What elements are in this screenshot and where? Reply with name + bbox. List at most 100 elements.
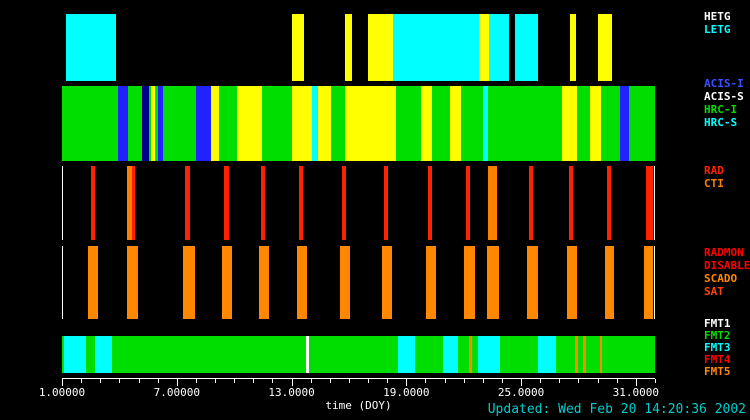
segment-instruments xyxy=(291,86,312,161)
axis-minor-tick xyxy=(482,379,484,383)
band-label: ACIS-S xyxy=(704,90,744,103)
segment-gratings xyxy=(392,14,479,81)
band-label: RAD xyxy=(704,164,724,177)
segment-fmt xyxy=(478,336,501,373)
band-labels-radmon: RADMONDISABLEDSCADOSAT xyxy=(704,246,750,298)
axis-minor-tick xyxy=(578,379,580,383)
axis-tick-label: 13.0000 xyxy=(268,386,315,399)
axis-minor-tick xyxy=(348,379,350,383)
axis-minor-tick xyxy=(597,379,599,383)
segment-radmon xyxy=(426,246,436,319)
segment-radmon xyxy=(126,246,139,319)
axis-tick-label: 25.0000 xyxy=(497,386,545,399)
segment-gratings xyxy=(597,14,612,81)
segment-gratings xyxy=(291,14,304,81)
axis-minor-tick xyxy=(329,379,331,383)
axis-minor-tick xyxy=(540,379,542,383)
segment-rad-cti xyxy=(185,166,190,240)
segment-instruments xyxy=(450,86,461,161)
axis-minor-tick xyxy=(81,379,83,383)
segment-rad-cti xyxy=(529,166,533,240)
band-label: HRC-S xyxy=(704,116,738,129)
segment-radmon xyxy=(340,246,350,319)
segment-instruments xyxy=(318,86,331,161)
segment-radmon xyxy=(527,246,538,319)
band-label: FMT5 xyxy=(704,365,731,378)
segment-instruments xyxy=(482,86,488,161)
segment-instruments xyxy=(619,86,630,161)
band-label: FMT4 xyxy=(704,353,731,366)
band-instruments xyxy=(62,86,655,161)
band-fmt xyxy=(62,336,655,373)
segment-rad-cti xyxy=(428,166,432,240)
band-label: FMT1 xyxy=(704,318,731,330)
segment-instruments xyxy=(195,86,212,161)
band-label: HETG xyxy=(704,10,731,23)
segment-gratings xyxy=(488,14,509,81)
segment-rad-cti xyxy=(488,166,497,240)
segment-radmon xyxy=(222,246,232,319)
segment-instruments xyxy=(311,86,319,161)
band-label: CTI xyxy=(704,177,724,190)
segment-rad-cti xyxy=(126,166,132,240)
segment-radmon xyxy=(297,246,308,319)
segment-fmt xyxy=(63,336,86,373)
segment-radmon xyxy=(567,246,577,319)
axis-major-tick xyxy=(176,379,178,386)
axis-minor-tick xyxy=(234,379,236,383)
axis-minor-tick xyxy=(272,379,274,383)
band-radmon xyxy=(62,246,655,319)
updated-timestamp: Updated: Wed Feb 20 14:20:36 2002 xyxy=(487,402,746,417)
segment-fmt xyxy=(538,336,556,373)
axis-minor-tick xyxy=(616,379,618,383)
segment-fmt xyxy=(599,336,603,373)
axis-major-tick xyxy=(635,379,637,386)
axis-minor-tick xyxy=(655,379,656,383)
axis-minor-tick xyxy=(138,379,140,383)
axis-minor-tick xyxy=(119,379,121,383)
band-label: HRC-I xyxy=(704,103,738,116)
segment-fmt xyxy=(442,336,458,373)
axis-minor-tick xyxy=(195,379,197,383)
segment-rad-cti xyxy=(261,166,266,240)
x-axis-label: time (DOY) xyxy=(325,399,392,412)
segment-gratings xyxy=(515,14,539,81)
band-label: LETG xyxy=(704,23,731,36)
axis-minor-tick xyxy=(253,379,255,383)
segment-radmon xyxy=(464,246,475,319)
axis-minor-tick xyxy=(463,379,465,383)
axis-tick-label: 7.00000 xyxy=(153,386,200,399)
segment-rad-cti xyxy=(569,166,573,240)
segment-radmon xyxy=(644,246,654,319)
band-labels-rad-cti: RAD CTI xyxy=(704,164,750,190)
segment-gratings xyxy=(368,14,393,81)
axis-minor-tick xyxy=(215,379,217,383)
segment-gratings xyxy=(345,14,352,81)
segment-instruments xyxy=(142,86,150,161)
axis-tick-label: 1.00000 xyxy=(38,386,86,399)
segment-radmon xyxy=(259,246,269,319)
segment-radmon xyxy=(382,246,392,319)
segment-fmt xyxy=(95,336,112,373)
segment-instruments xyxy=(157,86,164,161)
band-gratings xyxy=(62,14,655,81)
segment-gratings xyxy=(479,14,489,81)
band-labels-instruments: ACIS-I ACIS-S HRC-I HRC-S xyxy=(704,77,750,129)
segment-instruments xyxy=(211,86,219,161)
axis-tick-label: 31.0000 xyxy=(612,386,660,399)
band-label: FMT2 xyxy=(704,329,731,342)
segment-rad-cti xyxy=(131,166,136,240)
axis-minor-tick xyxy=(501,379,503,383)
segment-rad-cti xyxy=(90,166,96,240)
segment-instruments xyxy=(150,86,155,161)
segment-instruments xyxy=(589,86,602,161)
segment-fmt xyxy=(306,336,309,373)
segment-instruments xyxy=(562,86,577,161)
segment-radmon xyxy=(87,246,99,319)
axis-minor-tick xyxy=(425,379,427,383)
segment-radmon xyxy=(605,246,614,319)
axis-tick-label: 19.0000 xyxy=(383,386,430,399)
axis-minor-tick xyxy=(368,379,370,383)
band-labels-gratings: HETG LETG xyxy=(704,10,750,36)
